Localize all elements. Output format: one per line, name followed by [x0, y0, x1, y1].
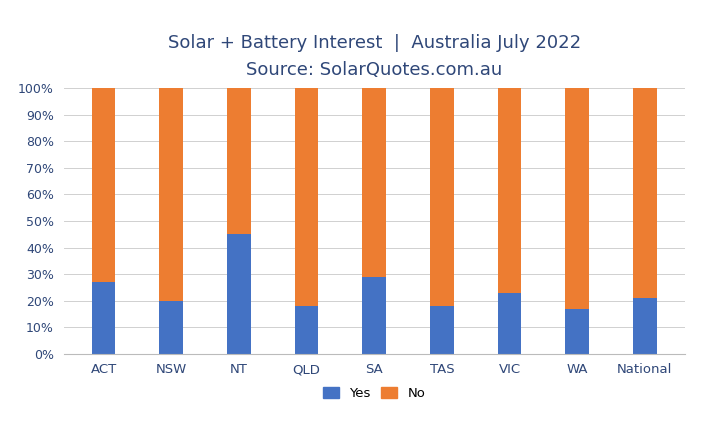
Bar — [92, 88, 116, 282]
Bar — [633, 298, 657, 354]
Title: Solar + Battery Interest  |  Australia July 2022
Source: SolarQuotes.com.au: Solar + Battery Interest | Australia Jul… — [167, 34, 581, 79]
Bar — [160, 88, 183, 301]
Bar — [362, 88, 386, 277]
Bar — [430, 88, 454, 306]
Bar — [566, 309, 589, 354]
Bar — [498, 293, 521, 354]
Bar — [633, 88, 657, 298]
Bar — [294, 88, 318, 306]
Bar — [362, 277, 386, 354]
Bar — [294, 306, 318, 354]
Bar — [92, 282, 116, 354]
Bar — [160, 301, 183, 354]
Bar — [566, 88, 589, 309]
Bar — [227, 88, 251, 234]
Bar — [498, 88, 521, 293]
Bar — [227, 234, 251, 354]
Bar — [430, 306, 454, 354]
Legend: Yes, No: Yes, No — [318, 381, 431, 405]
